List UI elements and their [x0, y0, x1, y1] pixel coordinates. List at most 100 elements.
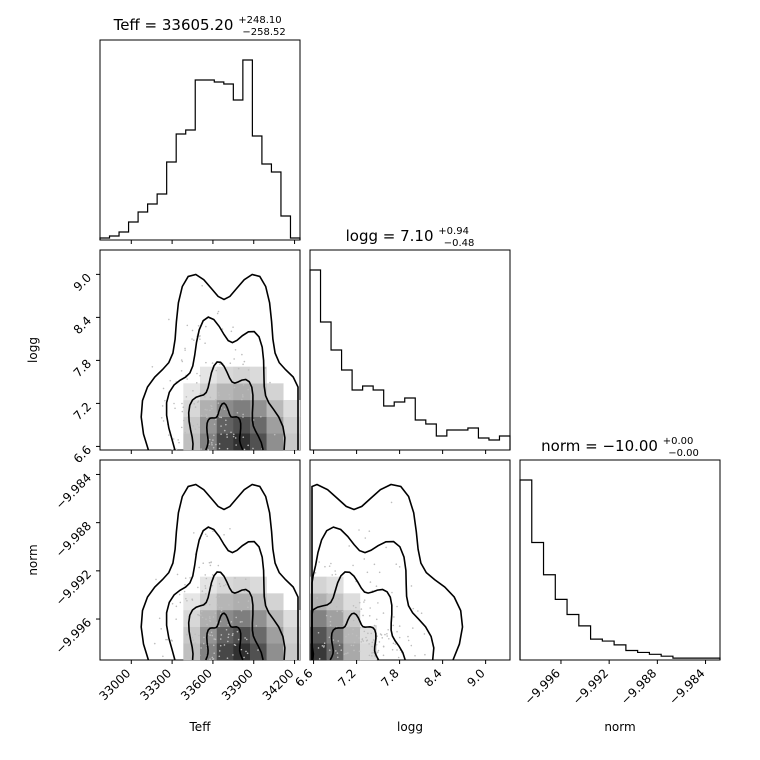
sample-point	[233, 433, 235, 436]
hist-norm-panel	[519, 459, 721, 661]
sample-point	[230, 621, 233, 623]
y-tick-label-norm: −9.992	[53, 567, 94, 608]
sample-point	[218, 394, 220, 397]
sample-point	[345, 635, 347, 638]
sample-point	[201, 616, 204, 619]
sample-point	[230, 431, 232, 434]
sample-point	[198, 614, 201, 617]
sample-point	[332, 639, 335, 641]
x-tick-label-teff: 33900	[219, 666, 256, 703]
sample-point	[230, 330, 233, 333]
sample-point	[223, 644, 226, 646]
contour-level-4	[329, 612, 380, 661]
sample-point	[205, 577, 208, 580]
sample-point	[162, 387, 165, 390]
sample-point	[317, 647, 320, 649]
sample-point	[365, 636, 367, 639]
sample-point	[360, 608, 363, 610]
sample-point	[386, 635, 388, 637]
sample-point	[398, 566, 401, 568]
sample-point	[242, 384, 245, 386]
sample-point	[204, 342, 206, 345]
sample-point	[160, 416, 163, 419]
sample-point	[198, 652, 200, 654]
sample-point	[199, 374, 201, 377]
sample-point	[213, 652, 215, 654]
sample-point	[165, 638, 167, 641]
sample-point	[237, 638, 240, 641]
density-cell	[343, 593, 361, 611]
sample-point	[410, 644, 413, 647]
sample-point	[174, 407, 176, 410]
density-cell	[326, 610, 344, 627]
sample-point	[198, 634, 200, 637]
sample-point	[325, 614, 328, 617]
density-cell	[310, 626, 327, 644]
sample-point	[210, 561, 212, 564]
density-cell	[343, 643, 361, 661]
sample-point	[322, 646, 325, 648]
sample-point	[232, 326, 234, 328]
density-cell	[200, 610, 217, 627]
sample-point	[201, 590, 204, 592]
x-tick-label-logg: 8.4	[421, 666, 444, 689]
contour-level-1	[140, 273, 299, 451]
sample-point	[318, 561, 321, 563]
sample-point	[213, 423, 216, 426]
contour-level-3	[311, 571, 406, 661]
sample-point	[191, 598, 193, 601]
sample-point	[229, 362, 232, 364]
sample-point	[264, 367, 267, 369]
density-cell	[183, 400, 201, 417]
sample-point	[227, 633, 230, 636]
sample-point	[204, 587, 207, 590]
sample-point	[334, 570, 336, 572]
sample-point	[393, 616, 395, 618]
y-tick-label-logg: 7.2	[71, 400, 94, 423]
contour-level-2	[165, 526, 286, 661]
sample-point	[242, 413, 244, 416]
hist-logg-steps	[309, 269, 511, 450]
sample-point	[205, 618, 207, 620]
sample-point	[233, 386, 236, 389]
sample-point	[348, 626, 350, 628]
x-tick-label-norm: −9.996	[522, 666, 563, 707]
sample-point	[183, 590, 186, 593]
sample-point	[218, 443, 221, 445]
density-cell	[200, 416, 217, 434]
sample-point	[218, 595, 221, 598]
sample-point	[234, 437, 237, 439]
sample-point	[359, 626, 362, 629]
sample-point	[219, 416, 221, 418]
density-cell	[283, 400, 301, 417]
density-cell	[216, 626, 234, 644]
sample-point	[192, 639, 195, 641]
sample-point	[246, 652, 249, 655]
sample-point	[381, 637, 384, 639]
density-cell	[250, 576, 267, 594]
sample-point	[396, 630, 398, 633]
sample-point	[323, 642, 326, 645]
y-tick-label-logg: 9.0	[71, 271, 94, 294]
sample-point	[153, 642, 156, 645]
sample-point	[237, 601, 240, 604]
sample-point	[186, 378, 188, 380]
sample-point	[236, 630, 239, 633]
density-cell	[216, 433, 234, 451]
title-teff-plus: +248.10	[238, 15, 281, 26]
sample-point	[375, 625, 377, 627]
sample-point	[176, 573, 179, 576]
x-tick-label-logg: 7.2	[335, 666, 358, 689]
sample-point	[424, 653, 426, 656]
sample-point	[373, 563, 376, 566]
density-cell	[216, 366, 234, 384]
density-cell	[250, 593, 267, 611]
density-cell	[233, 626, 251, 644]
sample-point	[243, 360, 246, 363]
sample-point	[213, 638, 216, 640]
sample-point	[329, 615, 332, 618]
sample-point	[225, 419, 227, 422]
sample-point	[242, 363, 244, 366]
sample-point	[220, 425, 222, 427]
